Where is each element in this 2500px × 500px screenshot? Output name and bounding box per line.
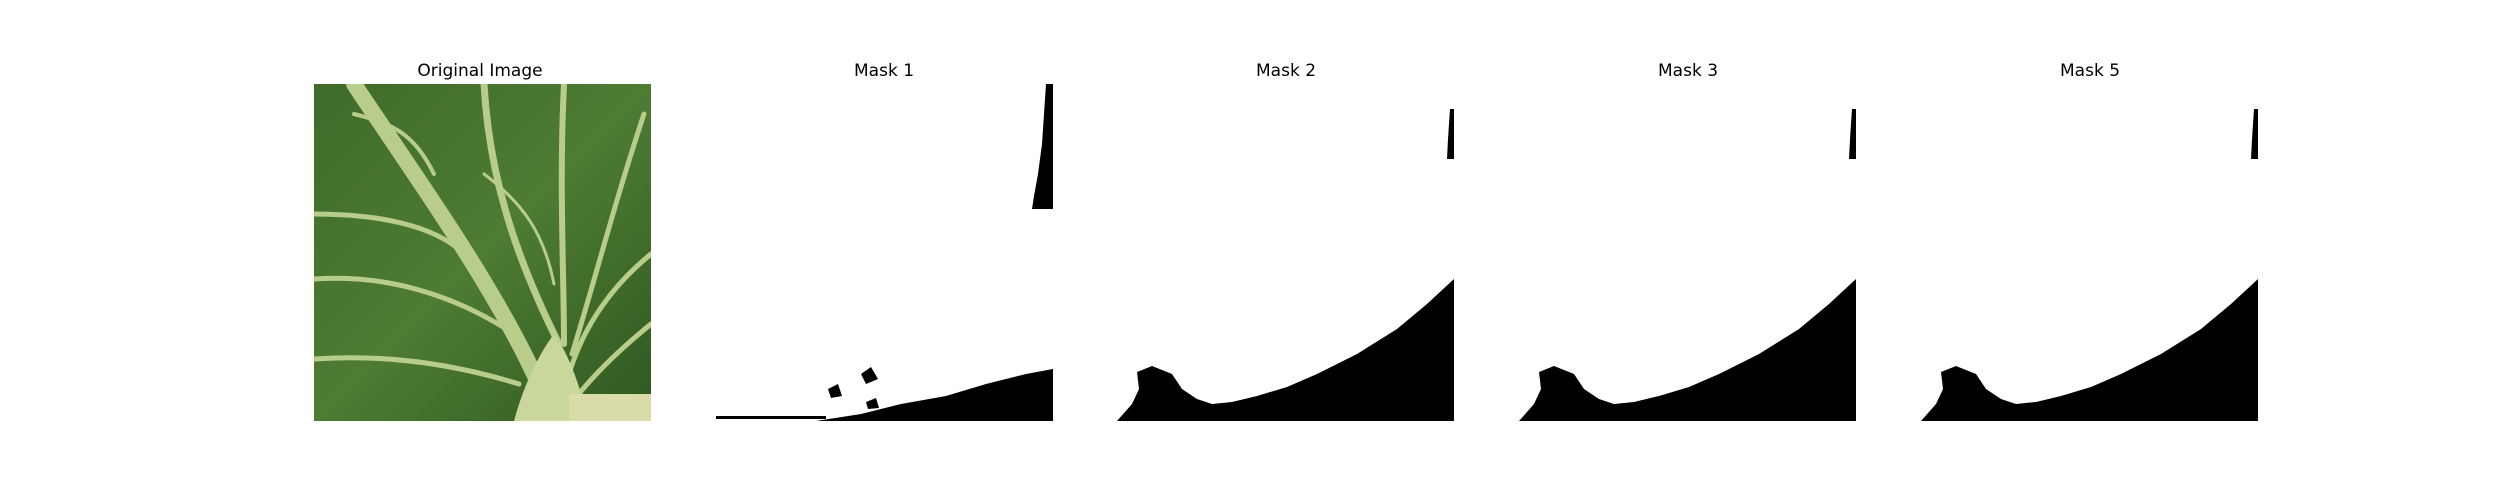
panel-title-mask-2: Mask 2 bbox=[1256, 61, 1317, 81]
panel-title-mask-5: Mask 5 bbox=[2060, 61, 2121, 81]
mask-5 bbox=[1921, 84, 2258, 421]
leaf-photo-icon bbox=[314, 84, 651, 421]
mask-2 bbox=[1117, 84, 1454, 421]
mask-image-icon bbox=[1519, 84, 1856, 421]
mask-image-icon bbox=[716, 84, 1053, 421]
mask-image-icon bbox=[1117, 84, 1454, 421]
panel-title-mask-3: Mask 3 bbox=[1658, 61, 1719, 81]
mask-3 bbox=[1519, 84, 1856, 421]
panel-title-original-image: Original Image bbox=[417, 61, 543, 81]
mask-image-icon bbox=[1921, 84, 2258, 421]
panel-title-mask-1: Mask 1 bbox=[854, 61, 915, 81]
original-image bbox=[314, 84, 651, 421]
mask-1 bbox=[716, 84, 1053, 421]
